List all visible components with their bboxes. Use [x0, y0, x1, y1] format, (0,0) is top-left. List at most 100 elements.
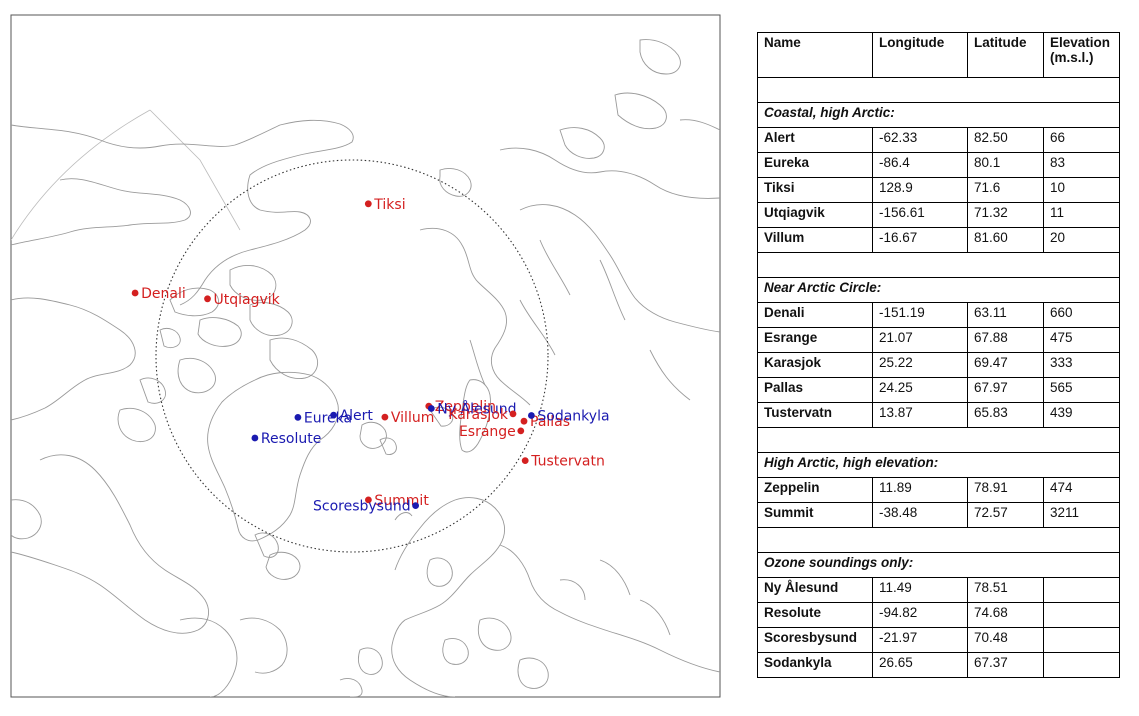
table-cell: -86.4 — [872, 152, 968, 178]
site-marker — [528, 412, 535, 419]
table-cell: Zeppelin — [757, 477, 873, 503]
table-cell — [1043, 652, 1120, 678]
table-row: Utqiagvik -156.61 71.32 11 — [757, 202, 1120, 228]
table-group-row: Near Arctic Circle: — [757, 277, 1120, 303]
site-label: Resolute — [261, 431, 321, 447]
table-cell: Pallas — [757, 377, 873, 403]
table-spacer-row — [757, 427, 1120, 453]
table-cell: 26.65 — [872, 652, 968, 678]
site-label: Denali — [141, 286, 186, 302]
site-marker — [521, 457, 529, 464]
table-cell: 71.32 — [967, 202, 1044, 228]
table-cell: Eureka — [757, 152, 873, 178]
table-row: Tiksi 128.9 71.6 10 — [757, 177, 1120, 203]
site-label: Ny Ålesund — [437, 401, 516, 418]
table-cell: 11 — [1043, 202, 1120, 228]
group-title: Near Arctic Circle: — [757, 277, 1120, 303]
map-frame — [10, 14, 721, 698]
table-cell — [1043, 627, 1120, 653]
table-cell: Denali — [757, 302, 873, 328]
table-cell: 439 — [1043, 402, 1120, 428]
table-cell: Tiksi — [757, 177, 873, 203]
site-label: Villum — [391, 410, 434, 426]
table-cell: 3211 — [1043, 502, 1120, 528]
table-cell: 78.51 — [967, 577, 1044, 603]
table-row: Resolute -94.82 74.68 — [757, 602, 1120, 628]
table-cell: 25.22 — [872, 352, 968, 378]
table-spacer-row — [757, 77, 1120, 103]
group-title: Coastal, high Arctic: — [757, 102, 1120, 128]
table-cell: 21.07 — [872, 327, 968, 353]
table-cell: -16.67 — [872, 227, 968, 253]
table-cell: 565 — [1043, 377, 1120, 403]
table-cell: Elevation (m.s.l.) — [1043, 32, 1120, 78]
site-label: Alert — [340, 408, 374, 424]
site-label: Pallas — [530, 414, 570, 430]
table-cell: 333 — [1043, 352, 1120, 378]
table-row: Sodankyla 26.65 67.37 — [757, 652, 1120, 678]
table-cell: 475 — [1043, 327, 1120, 353]
table-cell: Villum — [757, 227, 873, 253]
table-cell — [757, 427, 1120, 453]
site-label: Zeppelin — [435, 399, 496, 415]
table-row: Alert -62.33 82.50 66 — [757, 127, 1120, 153]
table-cell: Longitude — [872, 32, 968, 78]
group-title: Ozone soundings only: — [757, 552, 1120, 578]
table-spacer-row — [757, 252, 1120, 278]
table-row: Tustervatn 13.87 65.83 439 — [757, 402, 1120, 428]
table-row: Villum -16.67 81.60 20 — [757, 227, 1120, 253]
table-cell: 80.1 — [967, 152, 1044, 178]
table-spacer-row — [757, 527, 1120, 553]
table-cell: -151.19 — [872, 302, 968, 328]
table-cell: -94.82 — [872, 602, 968, 628]
table-cell: -21.97 — [872, 627, 968, 653]
table-cell: 20 — [1043, 227, 1120, 253]
table-cell: 81.60 — [967, 227, 1044, 253]
table-row: Karasjok 25.22 69.47 333 — [757, 352, 1120, 378]
site-marker — [509, 410, 517, 418]
site-marker — [204, 295, 211, 303]
table-cell: Ny Ålesund — [757, 577, 873, 603]
table-cell: 13.87 — [872, 402, 968, 428]
site-label: Karasjok — [448, 407, 509, 423]
table-cell: 72.57 — [967, 502, 1044, 528]
table-cell: 10 — [1043, 177, 1120, 203]
site-marker — [520, 417, 528, 425]
table-cell: 74.68 — [967, 602, 1044, 628]
table-cell: 67.37 — [967, 652, 1044, 678]
site-marker — [131, 289, 139, 297]
table-row: Scoresbysund -21.97 70.48 — [757, 627, 1120, 653]
table-cell — [1043, 602, 1120, 628]
table-cell: -62.33 — [872, 127, 968, 153]
site-marker — [427, 405, 435, 412]
site-marker — [365, 496, 372, 504]
table-cell: 474 — [1043, 477, 1120, 503]
table-cell: 66 — [1043, 127, 1120, 153]
site-marker — [412, 502, 419, 509]
table-cell: 67.97 — [967, 377, 1044, 403]
table-cell: 67.88 — [967, 327, 1044, 353]
table-cell — [757, 252, 1120, 278]
site-label: Scoresbysund — [313, 499, 411, 515]
table-group-row: Coastal, high Arctic: — [757, 102, 1120, 128]
table-cell: 82.50 — [967, 127, 1044, 153]
table-cell: 11.89 — [872, 477, 968, 503]
site-label: Esrange — [459, 424, 516, 440]
table-row: Denali -151.19 63.11 660 — [757, 302, 1120, 328]
site-marker — [364, 200, 372, 208]
site-marker — [517, 427, 525, 435]
site-marker — [251, 434, 259, 442]
table-cell — [1043, 577, 1120, 603]
table-cell: 71.6 — [967, 177, 1044, 203]
table-row: Eureka -86.4 80.1 83 — [757, 152, 1120, 178]
table-cell: 70.48 — [967, 627, 1044, 653]
site-marker — [381, 413, 389, 421]
table-row: Ny Ålesund 11.49 78.51 — [757, 577, 1120, 603]
table-cell: 83 — [1043, 152, 1120, 178]
table-cell: Tustervatn — [757, 402, 873, 428]
table-cell: Alert — [757, 127, 873, 153]
table-cell: 11.49 — [872, 577, 968, 603]
table-cell: Resolute — [757, 602, 873, 628]
table-cell: Utqiagvik — [757, 202, 873, 228]
table-row: Esrange 21.07 67.88 475 — [757, 327, 1120, 353]
